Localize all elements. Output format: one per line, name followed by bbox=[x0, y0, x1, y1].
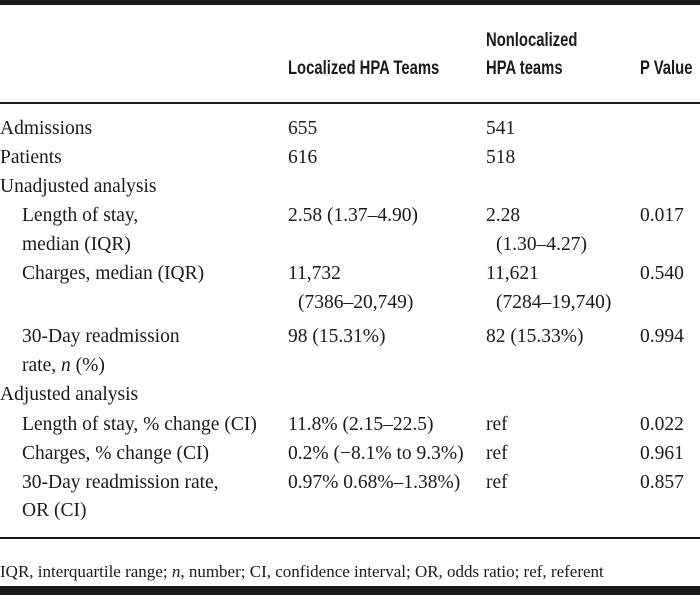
row-patients-nonlocal: 518 bbox=[486, 147, 516, 168]
header-nonlocalized-line1: Nonlocalized bbox=[486, 30, 578, 51]
row-adj-charges-p: 0.961 bbox=[640, 443, 684, 464]
row-adj-readmit-local: 0.97% 0.68%–1.38%) bbox=[288, 472, 461, 493]
row-adj-charges-label: Charges, % change (CI) bbox=[22, 443, 209, 464]
row-adj-los-nonlocal: ref bbox=[486, 414, 508, 435]
row-charges-local-line2: (7386–20,749) bbox=[298, 292, 414, 313]
row-adj-readmit-p: 0.857 bbox=[640, 472, 684, 493]
row-patients-label: Patients bbox=[0, 147, 62, 168]
row-adj-los-local: 11.8% (2.15–22.5) bbox=[288, 414, 434, 435]
header-nonlocalized-line2: HPA teams bbox=[486, 58, 563, 79]
row-readmit-label-line2: rate, n (%) bbox=[22, 355, 105, 376]
header-rule bbox=[0, 102, 700, 104]
row-los-label-line1: Length of stay, bbox=[22, 205, 139, 226]
header-p-value: P Value bbox=[640, 58, 693, 79]
row-adj-charges-nonlocal: ref bbox=[486, 443, 508, 464]
row-los-nonlocal-line1: 2.28 bbox=[486, 205, 521, 226]
row-los-local: 2.58 (1.37–4.90) bbox=[288, 205, 418, 226]
row-adj-los-label: Length of stay, % change (CI) bbox=[22, 414, 257, 435]
row-patients-local: 616 bbox=[288, 147, 318, 168]
row-charges-label: Charges, median (IQR) bbox=[22, 263, 205, 284]
section-unadjusted: Unadjusted analysis bbox=[0, 176, 157, 197]
row-los-nonlocal-line2: (1.30–4.27) bbox=[496, 234, 587, 255]
row-adj-readmit-label-line1: 30-Day readmission rate, bbox=[22, 472, 219, 493]
row-readmit-nonlocal: 82 (15.33%) bbox=[486, 326, 584, 347]
row-adj-readmit-nonlocal: ref bbox=[486, 472, 508, 493]
row-readmit-p: 0.994 bbox=[640, 326, 684, 347]
row-los-p: 0.017 bbox=[640, 205, 684, 226]
header-localized: Localized HPA Teams bbox=[288, 58, 440, 79]
row-readmit-local: 98 (15.31%) bbox=[288, 326, 386, 347]
row-readmit-label-line1: 30-Day readmission bbox=[22, 326, 180, 347]
row-adj-charges-local: 0.2% (−8.1% to 9.3%) bbox=[288, 443, 464, 464]
row-admissions-nonlocal: 541 bbox=[486, 118, 516, 139]
row-charges-nonlocal-line1: 11,621 bbox=[486, 263, 539, 284]
row-charges-local-line1: 11,732 bbox=[288, 263, 341, 284]
table-top-rule bbox=[0, 0, 700, 5]
row-admissions-label: Admissions bbox=[0, 118, 93, 139]
row-admissions-local: 655 bbox=[288, 118, 318, 139]
row-charges-p: 0.540 bbox=[640, 263, 684, 284]
table-footnote: IQR, interquartile range; n, number; CI,… bbox=[0, 562, 604, 581]
section-adjusted: Adjusted analysis bbox=[0, 384, 139, 405]
row-charges-nonlocal-line2: (7284–19,740) bbox=[496, 292, 612, 313]
row-adj-los-p: 0.022 bbox=[640, 414, 684, 435]
row-adj-readmit-label-line2: OR (CI) bbox=[22, 500, 87, 521]
table-bottom-rule bbox=[0, 537, 700, 539]
row-los-label-line2: median (IQR) bbox=[22, 234, 131, 255]
page-bottom-rule bbox=[0, 586, 700, 595]
